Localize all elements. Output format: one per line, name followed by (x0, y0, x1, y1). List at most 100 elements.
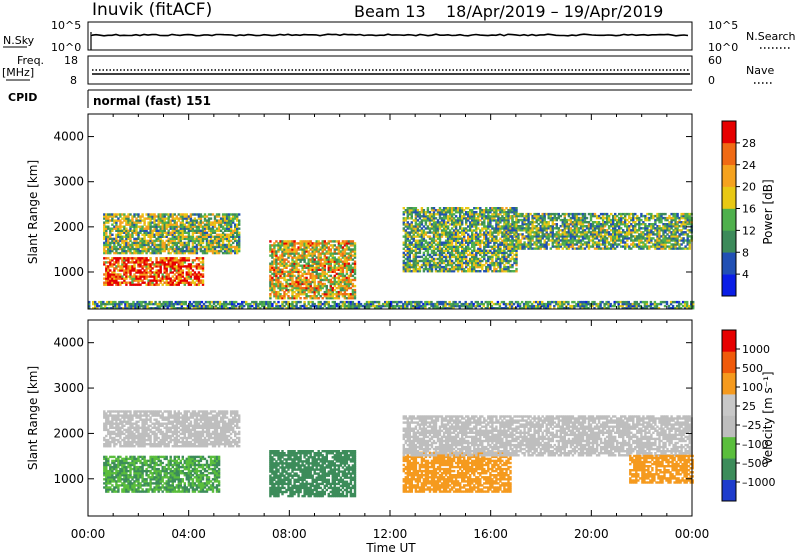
scatter-cell (295, 250, 298, 253)
scatter-cell (333, 252, 336, 255)
scatter-cell (577, 216, 581, 220)
scatter-cell (561, 229, 564, 232)
scatter-cell (197, 221, 201, 224)
scatter-cell (293, 254, 296, 257)
scatter-cell (155, 229, 158, 232)
scatter-cell (404, 235, 407, 238)
scatter-cell (424, 267, 428, 271)
scatter-cell (345, 286, 349, 290)
scatter-cell (105, 265, 108, 268)
scatter-cell (438, 259, 442, 263)
scatter-cell (511, 221, 514, 224)
scatter-cell (219, 249, 223, 253)
scatter-cell (589, 214, 593, 218)
scatter-cell (303, 278, 306, 282)
scatter-cell (269, 270, 272, 273)
scatter-cell (353, 290, 357, 294)
scatter-cell (205, 225, 209, 228)
scatter-cell (499, 270, 502, 273)
scatter-cell (511, 239, 514, 242)
scatter-cell (323, 246, 326, 249)
scatter-cell (551, 239, 554, 242)
scatter-cell (469, 261, 472, 265)
scatter-cell (149, 237, 152, 241)
scatter-cell (428, 227, 432, 230)
scatter-cell (189, 283, 193, 286)
scatter-cell (624, 231, 627, 234)
scatter-cell (597, 225, 601, 228)
scatter-cell (135, 227, 138, 230)
scatter-cell (313, 268, 316, 271)
scatter-cell (121, 247, 124, 251)
scatter-cell (285, 286, 288, 290)
scatter-cell (632, 216, 635, 220)
scatter-cell (229, 221, 233, 224)
scatter-cell (289, 244, 292, 247)
scatter-cell (404, 253, 407, 257)
scatter-cell (485, 227, 488, 230)
scatter-cell (287, 260, 290, 263)
scatter-cell (201, 279, 205, 282)
scatter-cell (452, 233, 456, 236)
scatter-cell (406, 209, 409, 212)
scatter-cell (309, 268, 312, 271)
scatter-cell (105, 231, 108, 234)
scatter-cell (345, 240, 349, 243)
scatter-cell (283, 264, 286, 267)
scatter-cell (638, 233, 641, 236)
scatter-cell (107, 221, 110, 224)
scatter-cell (501, 239, 504, 242)
scatter-cell (414, 245, 418, 248)
scatter-cell (479, 241, 482, 244)
scatter-cell (511, 247, 514, 250)
scatter-cell (553, 241, 556, 244)
scatter-cell (281, 244, 284, 247)
scatter-cell (557, 227, 560, 230)
scatter-cell (238, 221, 241, 224)
scatter-cell (177, 265, 180, 268)
scatter-cell (339, 274, 343, 278)
scatter-cell (103, 283, 106, 286)
scatter-cell (589, 218, 593, 222)
scatter-cell (497, 243, 500, 246)
scatter-cell (181, 237, 184, 241)
scatter-cell (454, 209, 458, 212)
scatter-cell (327, 293, 330, 296)
scatter-cell (495, 225, 498, 228)
scatter-cell (309, 290, 312, 294)
scatter-cell (430, 223, 434, 226)
scatter-cell (402, 261, 405, 265)
scatter-cell (452, 209, 456, 212)
scatter-cell (561, 243, 564, 246)
scatter-cell (567, 239, 571, 242)
scatter-cell (414, 267, 418, 271)
scatter-cell (416, 239, 420, 242)
scatter-cell (599, 243, 603, 246)
scatter-cell (211, 225, 215, 228)
scatter-cell (143, 217, 146, 220)
scatter-cell (569, 227, 573, 230)
scatter-cell (545, 225, 548, 228)
scatter-cell (285, 246, 288, 249)
scatter-cell (177, 281, 180, 284)
scatter-cell (157, 219, 160, 222)
scatter-cell (229, 251, 233, 255)
scatter-cell (271, 266, 274, 269)
scatter-cell (591, 227, 595, 230)
scatter-cell (232, 213, 235, 216)
scatter-cell (487, 225, 490, 228)
scatter-cell (555, 231, 558, 234)
scatter-cell (175, 247, 178, 251)
scatter-cell (119, 231, 122, 234)
scatter-cell (115, 251, 118, 255)
scatter-cell (515, 245, 518, 248)
scatter-cell (525, 214, 528, 218)
scatter-cell (569, 235, 573, 238)
scatter-cell (477, 257, 480, 261)
scatter-cell (283, 240, 286, 243)
scatter-cell (223, 245, 227, 249)
scatter-cell (406, 247, 409, 250)
scatter-cell (103, 281, 106, 284)
scatter-cell (151, 283, 154, 286)
scatter-cell (343, 264, 347, 267)
